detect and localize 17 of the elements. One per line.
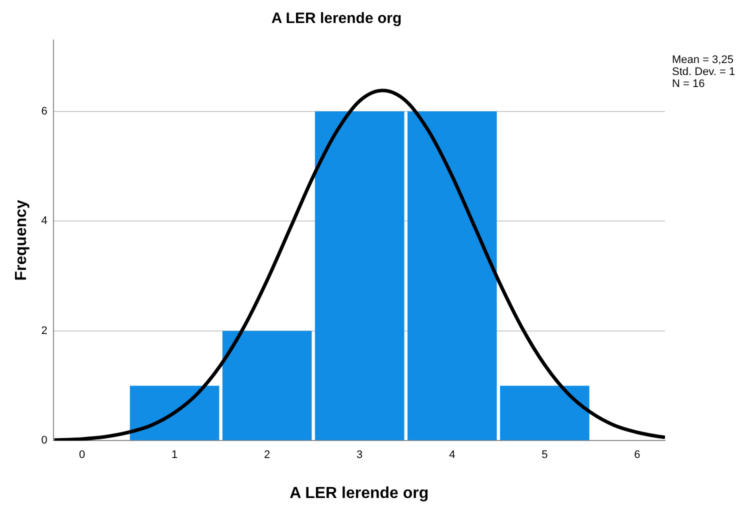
chart-title: A LER lerende org [271, 10, 402, 28]
text: Std. Dev. = 1 [672, 66, 736, 78]
x-tick-label: 1 [171, 449, 178, 462]
x-tick-label: 6 [634, 449, 640, 462]
y-tick-label: 6 [41, 105, 48, 118]
x-tick-label: 2 [264, 449, 270, 462]
y-tick-label: 0 [41, 434, 48, 447]
x-tick-label: 5 [542, 449, 548, 462]
text: N = 16 [672, 78, 706, 90]
y-tick-label: 4 [41, 215, 48, 228]
y-tick-label: 2 [41, 324, 48, 337]
text: Mean = 3,25 [672, 54, 734, 66]
x-tick-label: 3 [356, 449, 363, 462]
x-tick-label: 0 [78, 449, 86, 462]
x-tick-label: 4 [449, 449, 456, 462]
x-axis-title: A LER lerende org [290, 484, 429, 502]
y-axis-title: Frequency [13, 200, 30, 281]
